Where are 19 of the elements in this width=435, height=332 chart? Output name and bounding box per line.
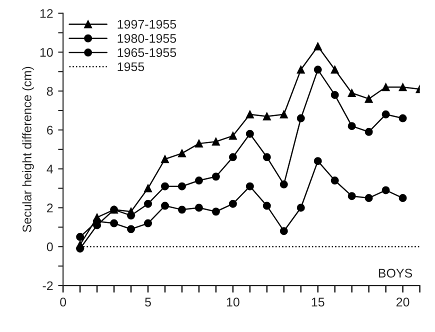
x-tick-label: 15 [312, 298, 324, 307]
y-tick-label: -2 [42, 281, 53, 290]
x-tick-label: 20 [396, 298, 410, 307]
y-axis-title: Secular height difference (cm) [22, 66, 34, 232]
legend-label: 1955 [118, 62, 144, 72]
y-tick-label: 8 [46, 86, 53, 96]
y-tick-label: 12 [40, 9, 53, 18]
legend-label: 1965-1955 [118, 48, 176, 58]
x-tick-label: 10 [226, 298, 240, 307]
legend-label: 1980-1955 [118, 34, 176, 43]
y-tick-label: 6 [47, 126, 53, 135]
y-tick-label: 0 [46, 242, 53, 252]
x-tick-label: 0 [60, 298, 66, 307]
y-tick-label: 10 [40, 48, 53, 57]
y-tick-label: 2 [47, 204, 53, 212]
legend-label: 1997-1955 [118, 20, 176, 29]
y-tick-label: 4 [46, 164, 53, 174]
x-tick-label: 5 [145, 298, 151, 307]
annotation: BOYS [378, 268, 412, 278]
